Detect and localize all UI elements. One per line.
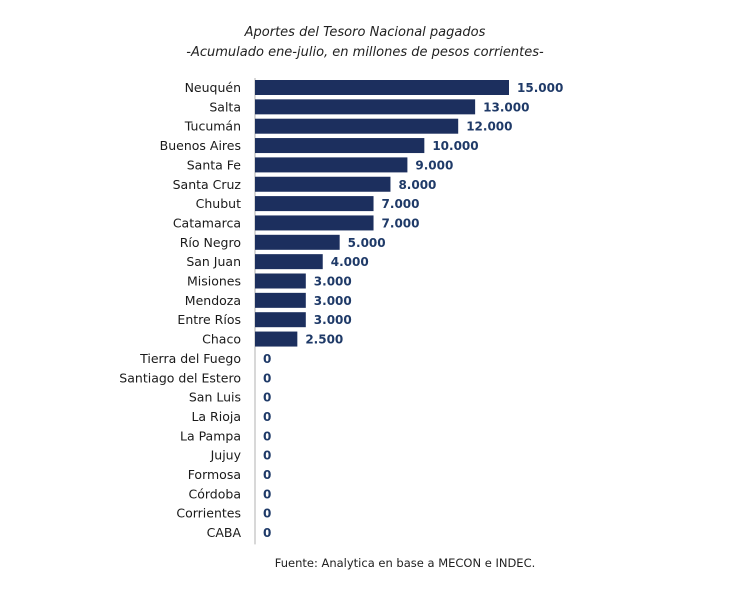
value-label: 7.000: [382, 216, 420, 230]
category-label: Misiones: [187, 274, 241, 289]
category-label: Entre Ríos: [177, 312, 241, 327]
category-label: Santa Fe: [187, 157, 242, 172]
chart-title: Aportes del Tesoro Nacional pagados: [244, 25, 486, 40]
value-label: 10.000: [432, 139, 478, 153]
category-label: La Rioja: [191, 409, 241, 424]
category-label: Tucumán: [184, 119, 241, 134]
value-label: 0: [263, 391, 271, 405]
category-label: Santa Cruz: [173, 177, 242, 192]
source-note: Fuente: Analytica en base a MECON e INDE…: [274, 556, 536, 570]
bar: [255, 176, 391, 192]
value-label: 0: [263, 371, 271, 385]
category-label: Chaco: [202, 332, 241, 347]
value-label: 0: [263, 507, 271, 521]
value-label: 12.000: [466, 120, 512, 134]
bar: [255, 312, 306, 328]
category-label: Chubut: [196, 196, 241, 211]
category-label: Neuquén: [185, 80, 241, 95]
value-label: 13.000: [483, 100, 529, 114]
category-label: Salta: [209, 99, 241, 114]
category-label: San Juan: [186, 254, 241, 269]
category-label: Mendoza: [185, 293, 241, 308]
value-label: 0: [263, 410, 271, 424]
category-label: Córdoba: [189, 486, 241, 501]
value-label: 3.000: [314, 294, 352, 308]
bar: [255, 196, 374, 212]
value-label: 7.000: [382, 197, 420, 211]
bar: [255, 157, 408, 173]
value-label: 0: [263, 429, 271, 443]
value-label: 5.000: [348, 236, 386, 250]
bar: [255, 254, 323, 270]
category-label: La Pampa: [180, 428, 241, 443]
value-label: 4.000: [331, 255, 369, 269]
value-label: 3.000: [314, 275, 352, 289]
category-label: Jujuy: [210, 448, 242, 463]
category-label: Catamarca: [173, 215, 241, 230]
category-label: Tierra del Fuego: [139, 351, 241, 366]
category-label: Santiago del Estero: [119, 370, 241, 385]
value-label: 3.000: [314, 313, 352, 327]
value-label: 0: [263, 487, 271, 501]
value-label: 2.500: [305, 333, 343, 347]
bar: [255, 331, 298, 347]
value-label: 8.000: [398, 178, 436, 192]
bar: [255, 138, 425, 154]
bar: [255, 273, 306, 289]
value-label: 0: [263, 449, 271, 463]
bar: [255, 215, 374, 231]
bar: [255, 292, 306, 308]
bar: [255, 80, 509, 95]
category-label: Formosa: [188, 467, 241, 482]
category-label: Buenos Aires: [160, 138, 241, 153]
value-label: 0: [263, 352, 271, 366]
category-label: Río Negro: [180, 235, 241, 250]
value-label: 0: [263, 468, 271, 482]
bar: [255, 99, 476, 115]
value-label: 15.000: [517, 81, 563, 95]
value-label: 9.000: [415, 158, 453, 172]
bar: [255, 118, 459, 134]
bar: [255, 234, 340, 250]
category-label: San Luis: [189, 390, 241, 405]
category-label: CABA: [207, 525, 242, 540]
value-label: 0: [263, 526, 271, 540]
category-label: Corrientes: [176, 506, 241, 521]
chart-subtitle: -Acumulado ene-julio, en millones de pes…: [186, 45, 544, 60]
